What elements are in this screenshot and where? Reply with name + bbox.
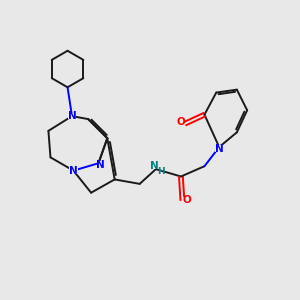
FancyBboxPatch shape: [177, 119, 185, 125]
FancyBboxPatch shape: [68, 113, 76, 119]
Text: N: N: [68, 111, 76, 121]
FancyBboxPatch shape: [97, 161, 105, 168]
Text: N: N: [97, 160, 105, 170]
Text: N: N: [69, 166, 78, 176]
FancyBboxPatch shape: [150, 163, 158, 169]
Text: N: N: [150, 161, 159, 171]
Text: O: O: [176, 117, 185, 127]
FancyBboxPatch shape: [69, 167, 78, 174]
FancyBboxPatch shape: [183, 197, 191, 203]
Text: N: N: [215, 143, 224, 154]
Text: O: O: [182, 195, 191, 205]
Text: H: H: [157, 167, 165, 176]
FancyBboxPatch shape: [215, 145, 223, 152]
